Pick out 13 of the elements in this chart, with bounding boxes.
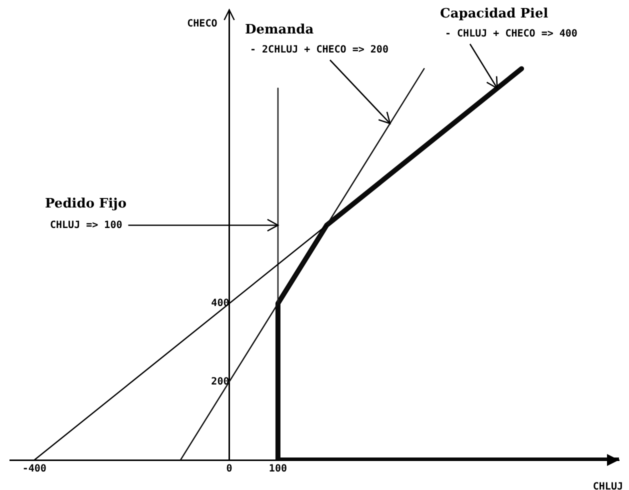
y-tick-label: 400 (211, 298, 230, 310)
annotation: Demanda (245, 22, 314, 38)
annotation: - 2CHLUJ + CHECO => 200 (250, 44, 388, 56)
annotation: - CHLUJ + CHECO => 400 (445, 28, 578, 40)
y-axis-title: CHECO (187, 18, 218, 30)
x-tick-label: 100 (268, 464, 287, 475)
x-tick-label: -400 (22, 464, 46, 475)
annotation: Pedido Fijo (45, 196, 127, 212)
y-tick-label: 200 (211, 376, 230, 388)
annotation: CHLUJ => 100 (50, 220, 122, 231)
x-axis-title: CHLUJ (592, 482, 623, 490)
annotation: Capacidad Piel (440, 6, 548, 22)
x-tick-label: 0 (226, 464, 232, 475)
